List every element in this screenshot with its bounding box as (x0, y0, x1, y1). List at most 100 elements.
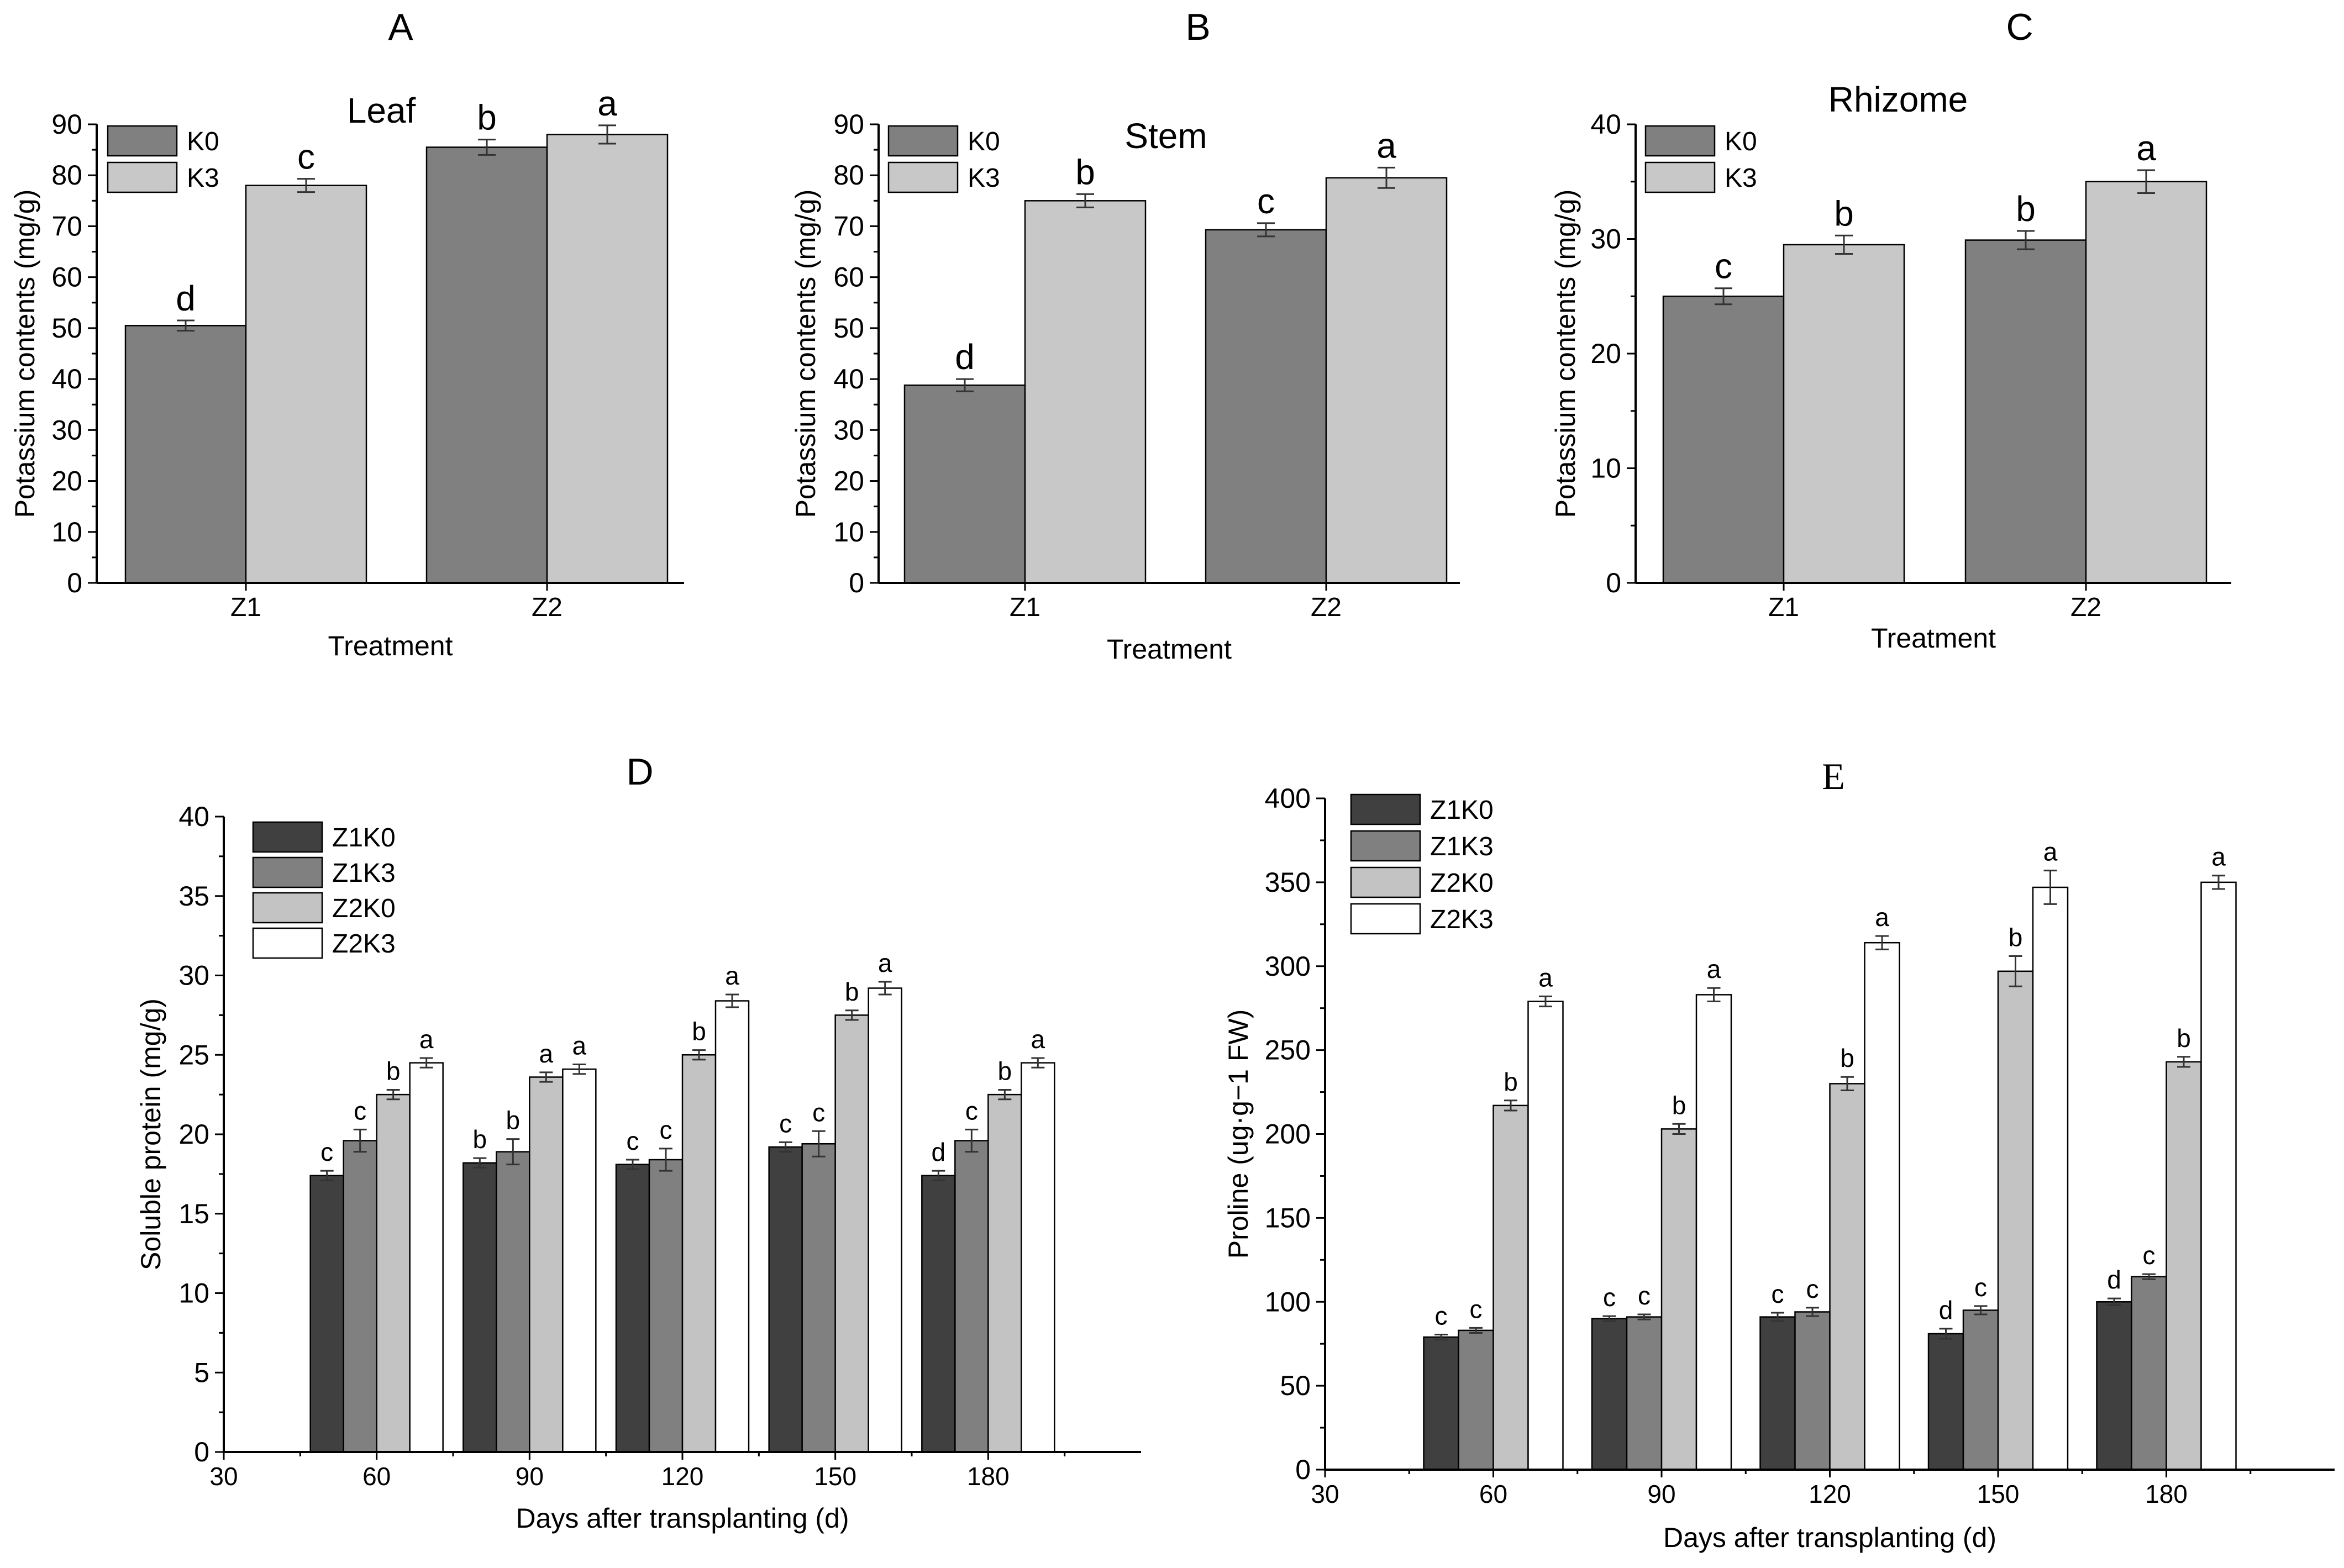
significance-letter: b (477, 98, 497, 138)
x-tick-label: 90 (516, 1462, 544, 1491)
error-bar (2177, 1056, 2190, 1068)
y-axis-label: Soluble protein (mg/g) (135, 998, 166, 1270)
y-tick-label: 25 (178, 1039, 209, 1070)
error-bar (1672, 1123, 1686, 1135)
error-bar (2043, 870, 2057, 905)
significance-letter: b (2009, 923, 2023, 952)
bar-z2k3-60 (409, 1062, 444, 1453)
bar-z2k0-150 (834, 1014, 869, 1453)
legend-label-k3: K3 (187, 164, 219, 193)
y-tick-label: 0 (194, 1437, 209, 1467)
significance-letter: a (725, 961, 739, 990)
significance-letter: a (2136, 128, 2156, 168)
bar-k0-z2 (425, 146, 548, 584)
significance-letter: a (1376, 125, 1396, 165)
significance-letter: d (932, 1138, 946, 1166)
y-tick-label: 300 (1265, 951, 1311, 982)
legend-swatch-z2k0 (252, 892, 323, 924)
bar-z2k0-90 (1660, 1128, 1697, 1471)
y-tick-label: 40 (833, 364, 864, 394)
legend-swatch-k3 (1644, 161, 1716, 193)
significance-letter: a (539, 1039, 554, 1068)
significance-letter: c (1435, 1301, 1448, 1330)
error-bar (1771, 1312, 1784, 1322)
y-tick-label: 50 (51, 313, 82, 344)
error-bar (478, 139, 496, 156)
bar-k0-z2 (1205, 229, 1327, 584)
bar-z2k3-60 (1527, 1001, 1564, 1471)
x-axis-label: Treatment (1871, 623, 1996, 654)
significance-letter: b (1504, 1067, 1518, 1096)
bar-z1k3-180 (954, 1140, 989, 1453)
bar-z2k3-180 (1021, 1062, 1055, 1453)
bar-z1k0-180 (2096, 1301, 2132, 1471)
legend: Z1K0 Z1K3 Z2K0 Z2K3 (252, 821, 396, 959)
legend-swatch-z2k3 (252, 927, 323, 959)
legend-label-z1k0: Z1K0 (332, 823, 396, 853)
significance-letter: b (386, 1057, 401, 1086)
legend: Z1K0 Z1K3 Z2K0 Z2K3 (1350, 793, 1494, 935)
bar-k3-z1 (1024, 200, 1147, 584)
panel-label: D (626, 751, 653, 793)
chart-title: Rhizome (1828, 80, 1968, 119)
error-bar (353, 1128, 367, 1153)
significance-letter: a (572, 1032, 587, 1060)
y-tick-label: 0 (1295, 1454, 1311, 1485)
y-tick-label: 250 (1265, 1035, 1311, 1066)
error-bar (1539, 995, 1552, 1008)
x-tick-label: Z1 (230, 593, 261, 622)
y-tick-label: 60 (833, 262, 864, 293)
y-axis-label: Potassium contents (mg/g) (9, 190, 40, 518)
bar-k3-z2 (546, 134, 669, 584)
bar-z2k0-60 (376, 1093, 411, 1453)
significance-letter: b (2016, 189, 2036, 229)
y-axis-label: Potassium contents (mg/g) (790, 190, 821, 518)
bar-k3-z1 (1783, 244, 1905, 584)
error-bar (2142, 1273, 2156, 1280)
significance-letter: b (1840, 1044, 1854, 1072)
bar-z1k0-180 (921, 1175, 956, 1453)
error-bar (1939, 1328, 1953, 1340)
x-tick-label: Z2 (532, 593, 563, 622)
x-tick-label: 180 (967, 1462, 1010, 1491)
bar-z1k3-90 (1626, 1316, 1663, 1471)
significance-letter: b (506, 1106, 521, 1135)
y-tick-label: 10 (833, 517, 864, 548)
significance-letter: a (878, 949, 892, 977)
bar-z1k0-120 (615, 1164, 650, 1453)
panel-label: A (388, 6, 413, 48)
y-tick-label: 5 (194, 1357, 209, 1388)
y-tick-label: 0 (67, 567, 82, 598)
significance-letter: c (2143, 1241, 2156, 1270)
significance-letter: b (1672, 1091, 1686, 1119)
y-tick-label: 80 (833, 160, 864, 191)
legend-label-z2k3: Z2K3 (332, 929, 396, 959)
legend-swatch-z1k0 (1350, 793, 1421, 825)
legend-label-z1k3: Z1K3 (332, 859, 396, 888)
legend-label-z2k0: Z2K0 (1430, 869, 1494, 898)
bar-k3-z2 (2085, 181, 2208, 584)
significance-letter: c (779, 1109, 792, 1138)
error-bar (320, 1170, 334, 1181)
y-tick-label: 50 (1280, 1370, 1311, 1401)
y-tick-label: 40 (178, 801, 209, 832)
y-axis-label: Potassium contents (mg/g) (1550, 190, 1581, 518)
significance-letter: d (1939, 1296, 1953, 1324)
legend-swatch-z1k3 (1350, 830, 1421, 862)
significance-letter: b (692, 1017, 706, 1046)
x-tick-label: Z2 (1311, 593, 1342, 622)
error-bar (1707, 987, 1721, 1003)
significance-letter: b (2177, 1024, 2191, 1053)
error-bar (2017, 230, 2035, 250)
error-bar (419, 1057, 433, 1069)
error-bar (626, 1159, 639, 1170)
y-tick-label: 150 (1265, 1202, 1311, 1233)
x-tick-label: 90 (1647, 1480, 1675, 1508)
panel-label: E (1822, 755, 1845, 797)
error-bar (177, 319, 195, 332)
legend-swatch-z2k3 (1350, 903, 1421, 935)
y-axis-label: Proline (ug·g−1 FW) (1223, 1009, 1254, 1259)
